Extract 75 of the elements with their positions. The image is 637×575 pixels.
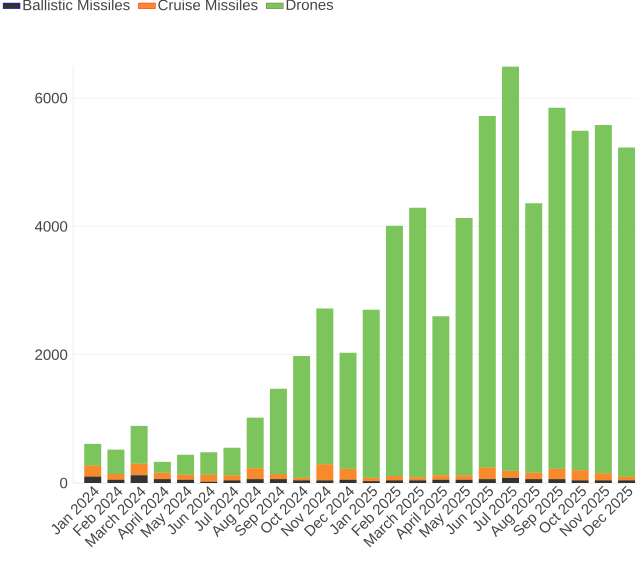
bar	[154, 462, 171, 473]
bar	[246, 479, 264, 483]
bar	[293, 480, 310, 483]
bar	[270, 388, 287, 474]
bar	[478, 116, 496, 468]
bar	[525, 472, 542, 480]
bar	[432, 480, 450, 483]
bar	[502, 66, 520, 471]
y-tick-label: 6000	[35, 92, 68, 104]
bar	[502, 470, 520, 478]
bar	[84, 476, 102, 483]
bar	[316, 464, 334, 480]
y-tick-label: 0	[60, 478, 68, 488]
bar	[594, 473, 612, 480]
bar	[594, 125, 612, 474]
bar	[177, 454, 194, 475]
bar	[478, 479, 496, 483]
bar	[618, 147, 636, 477]
bar	[223, 480, 240, 483]
y-tick-label: 2000	[35, 349, 68, 360]
bar	[572, 130, 589, 470]
bar	[386, 480, 403, 483]
bar	[246, 418, 264, 468]
bar	[154, 479, 171, 483]
bar	[618, 480, 636, 483]
bar	[432, 316, 450, 476]
bar	[432, 475, 450, 480]
bar	[84, 444, 102, 466]
bar	[362, 310, 380, 478]
bar	[200, 452, 218, 475]
bar	[525, 203, 542, 473]
bar	[502, 478, 520, 483]
bar	[223, 475, 240, 480]
bar	[177, 474, 194, 480]
bar	[548, 468, 566, 480]
bar	[362, 478, 380, 482]
bar	[316, 308, 334, 464]
bar	[130, 475, 148, 483]
bar	[177, 480, 194, 483]
y-tick-label: 4000	[34, 221, 68, 232]
bar	[107, 480, 124, 483]
bar	[548, 108, 566, 469]
bar	[456, 480, 473, 483]
bar	[270, 479, 287, 483]
bar	[223, 448, 240, 476]
bar	[478, 468, 496, 480]
bar	[618, 476, 636, 480]
bar	[107, 450, 124, 474]
bar	[316, 480, 334, 483]
bar	[409, 208, 426, 478]
bar	[386, 226, 403, 476]
bar	[130, 464, 148, 476]
bar	[246, 468, 264, 480]
bar	[340, 352, 357, 469]
bar	[107, 474, 124, 480]
bar	[386, 476, 403, 480]
bar	[293, 478, 310, 480]
bar	[572, 480, 589, 483]
bar	[154, 472, 171, 480]
bar	[340, 480, 357, 483]
bar	[409, 477, 426, 480]
bar	[456, 475, 473, 480]
bar	[84, 466, 102, 477]
bar	[200, 474, 218, 482]
bar	[525, 479, 542, 483]
bar	[340, 468, 357, 480]
bar	[572, 470, 589, 480]
bar	[409, 480, 426, 483]
legend-label: Drones	[286, 0, 334, 10]
bar	[130, 426, 148, 464]
bar	[456, 218, 473, 476]
bar	[293, 356, 310, 478]
bar	[548, 479, 566, 483]
bar	[270, 474, 287, 480]
bar	[594, 480, 612, 483]
